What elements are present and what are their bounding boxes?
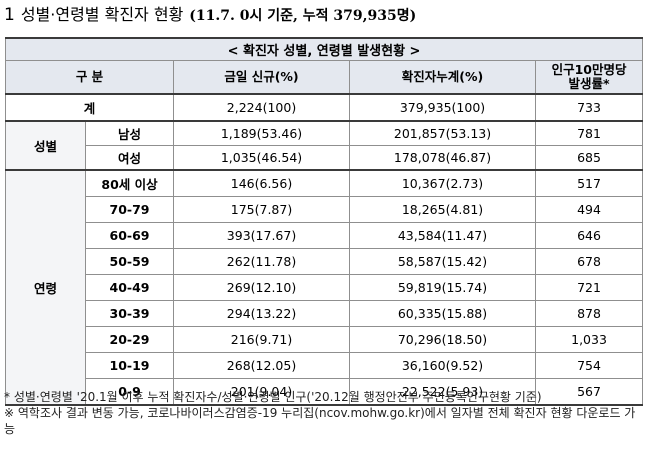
row-rate: 567 <box>534 378 644 406</box>
table-caption: < 확진자 성별, 연령별 발생현황 > <box>4 37 644 61</box>
row-cumulative: 201,857(53.13) <box>349 120 536 146</box>
row-rate: 685 <box>534 145 644 171</box>
table-row: 50-59 262(11.78) 58,587(15.42) 678 <box>6 248 644 275</box>
row-rate: 1,033 <box>534 326 644 353</box>
row-cumulative: 43,584(11.47) <box>349 222 536 249</box>
table-row: 10-19 268(12.05) 36,160(9.52) 754 <box>6 352 644 379</box>
cases-table: < 확진자 성별, 연령별 발생현황 > 구 분 금일 신규(%) 확진자누계(… <box>4 37 644 406</box>
header-rate-line2: 발생률* <box>568 76 610 91</box>
row-cumulative: 22,522(5.93) <box>349 378 536 406</box>
row-daily: 1,189(53.46) <box>173 120 350 146</box>
row-daily: 262(11.78) <box>173 248 350 275</box>
row-daily: 216(9.71) <box>173 326 350 353</box>
total-label: 계 <box>5 93 174 122</box>
table-row: 연령 80세 이상 146(6.56) 10,367(2.73) 517 <box>5 169 644 406</box>
row-cumulative: 60,335(15.88) <box>349 300 536 327</box>
row-cumulative: 36,160(9.52) <box>349 352 536 379</box>
table-header-row: 구 분 금일 신규(%) 확진자누계(%) 인구10만명당 발생률* <box>5 60 644 95</box>
header-cumulative: 확진자누계(%) <box>349 60 536 95</box>
table-row: 여성 1,035(46.54) 178,078(46.87) 685 <box>5 145 644 171</box>
row-daily: 175(7.87) <box>173 196 350 223</box>
row-label: 20-29 <box>85 326 174 353</box>
row-rate: 678 <box>534 248 644 275</box>
gender-group-label: 성별 <box>5 120 86 171</box>
table-row: 성별 남성 1,189(53.46) 201,857(53.13) 781 <box>5 120 644 171</box>
row-label: 40-49 <box>85 274 174 301</box>
table-row: 20-29 216(9.71) 70,296(18.50) 1,033 <box>6 326 644 353</box>
total-daily: 2,224(100) <box>173 93 350 122</box>
row-daily: 201(9.04) <box>173 378 350 406</box>
row-daily: 1,035(46.54) <box>173 145 350 171</box>
row-daily: 393(17.67) <box>173 222 350 249</box>
table-row: 40-49 269(12.10) 59,819(15.74) 721 <box>6 274 644 301</box>
row-label: 80세 이상 <box>85 169 174 197</box>
row-label: 50-59 <box>85 248 174 275</box>
row-rate: 781 <box>534 120 644 146</box>
total-rate: 733 <box>534 93 644 122</box>
row-rate: 878 <box>534 300 644 327</box>
section-title: 성별·연령별 확진자 현황 <box>20 5 184 24</box>
row-daily: 269(12.10) <box>173 274 350 301</box>
section-heading: 1 성별·연령별 확진자 현황 (11.7. 0시 기준, 누적 379,935명) <box>4 2 416 28</box>
total-cumulative: 379,935(100) <box>349 93 536 122</box>
table-row: 70-79 175(7.87) 18,265(4.81) 494 <box>6 196 644 223</box>
table-caption-row: < 확진자 성별, 연령별 발생현황 > <box>4 37 644 61</box>
row-label: 60-69 <box>85 222 174 249</box>
header-category: 구 분 <box>5 60 174 95</box>
footnote-download-info: ※ 역학조사 결과 변동 가능, 코로나바이러스감염증-19 누리집(ncov.… <box>4 406 636 436</box>
footnotes: * 성별·연령별 '20.1월 이후 누적 확진자수/성별·연령별 인구('20… <box>4 389 641 437</box>
footnote-rate-definition: * 성별·연령별 '20.1월 이후 누적 확진자수/성별·연령별 인구('20… <box>4 390 542 404</box>
header-daily: 금일 신규(%) <box>173 60 350 95</box>
table-row: 0-9 201(9.04) 22,522(5.93) 567 <box>5 378 644 406</box>
row-cumulative: 178,078(46.87) <box>349 145 536 171</box>
row-label: 0-9 <box>85 378 174 406</box>
total-row: 계 2,224(100) 379,935(100) 733 <box>5 93 644 122</box>
row-label: 30-39 <box>85 300 174 327</box>
row-cumulative: 70,296(18.50) <box>349 326 536 353</box>
row-rate: 754 <box>534 352 644 379</box>
row-rate: 517 <box>534 169 644 197</box>
section-number: 1 <box>4 5 15 25</box>
row-label: 70-79 <box>85 196 174 223</box>
row-daily: 294(13.22) <box>173 300 350 327</box>
row-cumulative: 10,367(2.73) <box>349 169 536 197</box>
row-rate: 494 <box>534 196 644 223</box>
row-label: 10-19 <box>85 352 174 379</box>
row-cumulative: 59,819(15.74) <box>349 274 536 301</box>
row-rate: 721 <box>534 274 644 301</box>
row-label: 여성 <box>85 145 174 171</box>
age-group-label: 연령 <box>5 169 86 406</box>
section-subtitle: (11.7. 0시 기준, 누적 379,935명) <box>189 8 417 24</box>
row-daily: 146(6.56) <box>173 169 350 197</box>
header-rate: 인구10만명당 발생률* <box>534 60 644 95</box>
table-row: 30-39 294(13.22) 60,335(15.88) 878 <box>6 300 644 327</box>
header-rate-line1: 인구10만명당 <box>551 62 627 77</box>
row-label: 남성 <box>85 120 174 146</box>
row-daily: 268(12.05) <box>173 352 350 379</box>
row-cumulative: 58,587(15.42) <box>349 248 536 275</box>
row-rate: 646 <box>534 222 644 249</box>
row-cumulative: 18,265(4.81) <box>349 196 536 223</box>
table-row: 60-69 393(17.67) 43,584(11.47) 646 <box>6 222 644 249</box>
